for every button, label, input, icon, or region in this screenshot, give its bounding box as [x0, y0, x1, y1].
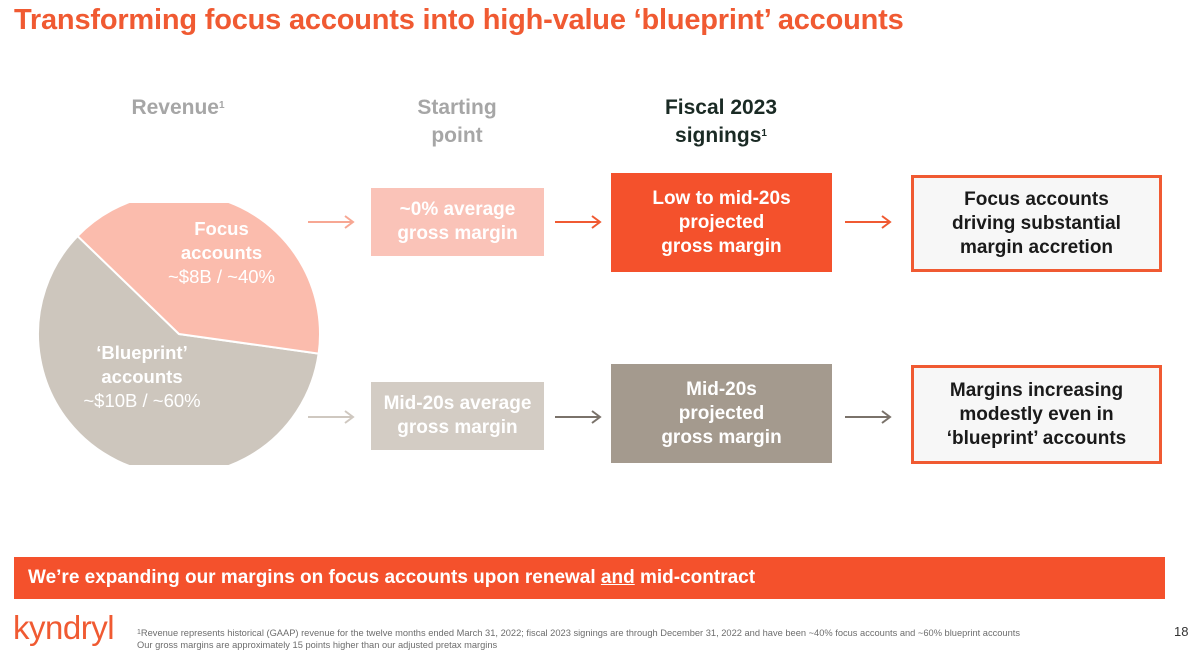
pie-segment-focus	[76, 203, 322, 355]
pie-label-blueprint-line1: ‘Blueprint’	[96, 342, 188, 363]
result1-line3: margin accretion	[959, 236, 1114, 258]
arrow-start-to-fiscal-2	[555, 409, 603, 425]
footnote-line1: Revenue represents historical (GAAP) rev…	[140, 628, 1020, 638]
revenue-heading: Revenue1	[118, 94, 238, 122]
pie-label-blueprint: ‘Blueprint’ accounts ~$10B / ~60%	[62, 341, 222, 413]
start2-line2: gross margin	[397, 417, 518, 438]
pie-segment-blueprint	[37, 234, 320, 465]
result1-line2: driving substantial	[952, 212, 1121, 234]
start1-line2: gross margin	[397, 223, 518, 244]
banner-text-after: mid-contract	[634, 567, 756, 588]
fiscal-footnote-mark: 1	[761, 128, 767, 139]
page-title: Transforming focus accounts into high-va…	[14, 4, 904, 36]
pie-label-blueprint-value: ~$10B / ~60%	[83, 390, 201, 411]
fiscal1-line2: projected	[678, 211, 765, 233]
footnote-mark: 1	[137, 629, 141, 636]
result2-line3: ‘blueprint’ accounts	[946, 427, 1127, 449]
pie-label-focus-line2: accounts	[180, 242, 263, 263]
start1-line1: ~0% average	[399, 199, 516, 220]
result2-line1: Margins increasing	[949, 379, 1124, 401]
page-number: 18	[1174, 624, 1189, 639]
starting-point-box-focus: ~0% average gross margin	[371, 188, 544, 256]
arrow-fiscal-to-result-1	[845, 214, 893, 230]
fiscal2-line2: projected	[678, 402, 765, 424]
arrow-pie-to-start-2	[308, 409, 356, 425]
start2-line1: Mid-20s average	[383, 393, 532, 414]
pie-label-focus-line1: Focus	[194, 218, 249, 239]
fiscal-heading-line2: signings	[675, 124, 762, 147]
fiscal-signings-box-blueprint: Mid-20s projected gross margin	[611, 364, 832, 463]
fiscal2-line1: Mid-20s	[686, 378, 757, 400]
arrow-start-to-fiscal-1	[555, 214, 603, 230]
result-box-blueprint: Margins increasing modestly even in ‘bluep…	[911, 365, 1162, 464]
banner-text-before: We’re expanding our margins on focus acc…	[28, 567, 601, 588]
footnote-line2: Our gross margins are approximately 15 p…	[137, 640, 498, 650]
fiscal1-line1: Low to mid-20s	[652, 187, 791, 209]
result1-line1: Focus accounts	[964, 188, 1109, 210]
pie-label-focus-value: ~$8B / ~40%	[168, 266, 275, 287]
fiscal1-line3: gross margin	[661, 235, 782, 257]
arrow-fiscal-to-result-2	[845, 409, 893, 425]
banner-text-underlined: and	[600, 567, 635, 588]
fiscal-heading-line1: Fiscal 2023	[664, 96, 778, 119]
result2-line2: modestly even in	[959, 403, 1114, 425]
arrow-pie-to-start-1	[308, 214, 356, 230]
starting-heading-line2: point	[431, 124, 483, 147]
fiscal2-line3: gross margin	[661, 426, 782, 448]
kyndryl-logo: kyndryl	[13, 609, 115, 646]
fiscal-2023-heading: Fiscal 2023 signings1	[631, 94, 811, 150]
fiscal-signings-box-focus: Low to mid-20s projected gross margin	[611, 173, 832, 272]
revenue-heading-label: Revenue	[131, 96, 219, 119]
starting-point-heading: Starting point	[387, 94, 527, 150]
starting-point-box-blueprint: Mid-20s average gross margin	[371, 382, 544, 450]
pie-label-focus: Focus accounts ~$8B / ~40%	[150, 217, 293, 289]
starting-heading-line1: Starting	[417, 96, 497, 119]
pie-label-blueprint-line2: accounts	[101, 366, 183, 387]
revenue-footnote-mark: 1	[218, 100, 225, 111]
revenue-pie-chart	[37, 203, 322, 465]
footnote: 1Revenue represents historical (GAAP) re…	[137, 627, 1020, 651]
key-message-banner: We’re expanding our margins on focus acc…	[14, 557, 1165, 599]
result-box-focus: Focus accounts driving substantial margin …	[911, 175, 1162, 272]
